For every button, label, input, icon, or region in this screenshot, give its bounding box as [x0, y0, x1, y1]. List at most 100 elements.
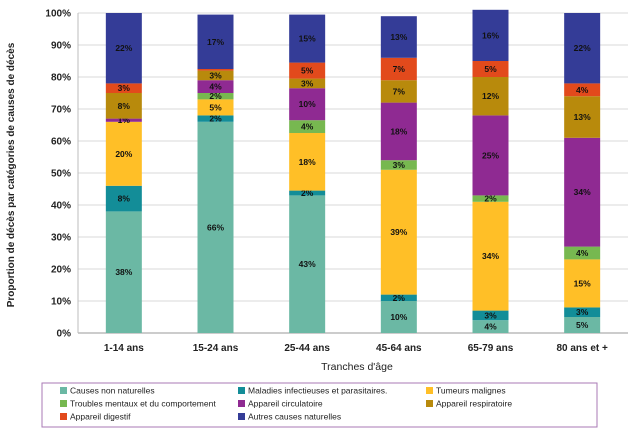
- legend-label: Appareil respiratoire: [436, 399, 512, 409]
- legend: Causes non naturelles Maladies infectieus…: [60, 386, 512, 422]
- bar-segment: [197, 115, 234, 122]
- x-tick-label: 45-64 ans: [376, 343, 422, 354]
- data-label: 22%: [574, 43, 591, 53]
- data-label: 10%: [299, 99, 316, 109]
- bar-segment: [564, 96, 601, 138]
- bar-segment: [380, 301, 417, 333]
- legend-label: Tumeurs malignes: [436, 386, 506, 396]
- data-label: 18%: [299, 157, 316, 167]
- bar-segment: [289, 14, 326, 63]
- data-label: 34%: [482, 251, 499, 261]
- bar-segment: [472, 61, 509, 77]
- data-label: 20%: [115, 149, 132, 159]
- bar-segment: [289, 62, 326, 79]
- bar-segment: [564, 83, 601, 97]
- bar-segment: [289, 195, 326, 333]
- data-label: 22%: [115, 43, 132, 53]
- x-tick-label: 15-24 ans: [193, 343, 239, 354]
- legend-label: Autres causes naturelles: [248, 412, 341, 422]
- data-label: 4%: [576, 248, 589, 258]
- legend-label: Causes non naturelles: [70, 386, 155, 396]
- y-tick-label: 30%: [51, 233, 71, 244]
- y-axis-ticks: 0% 10% 20% 30% 40% 50% 60% 70% 80% 90% 100%: [45, 9, 71, 340]
- y-tick-label: 20%: [51, 265, 71, 276]
- x-tick-label: 80 ans et +: [556, 343, 608, 354]
- data-label: 3%: [118, 83, 131, 93]
- bar-segment: [564, 246, 601, 260]
- bar-stacks: 38%8%20%1%8%3%22%66%2%5%2%4%3%17%43%2%18…: [105, 9, 601, 333]
- data-label: 3%: [209, 70, 222, 80]
- data-label: 25%: [482, 150, 499, 160]
- legend-label: Maladies infectieuses et parasitaires.: [248, 386, 387, 396]
- y-tick-label: 0%: [57, 329, 72, 340]
- data-label: 8%: [118, 101, 131, 111]
- bar-segment: [197, 93, 234, 100]
- x-tick-label: 65-79 ans: [468, 343, 514, 354]
- bar-segment: [289, 78, 326, 89]
- data-label: 17%: [207, 37, 224, 47]
- bar-segment: [197, 14, 234, 70]
- data-label: 8%: [118, 194, 131, 204]
- bar-segment: [197, 80, 234, 93]
- gridlines: [77, 12, 628, 334]
- bar-segment: [564, 13, 601, 84]
- data-label: 3%: [393, 160, 406, 170]
- data-label: 5%: [209, 102, 222, 112]
- x-tick-label: 1-14 ans: [104, 343, 144, 354]
- x-axis-title: Tranches d'âge: [321, 361, 393, 373]
- bar-segment: [380, 294, 417, 301]
- x-axis-ticks: 1-14 ans 15-24 ans 25-44 ans 45-64 ans 65-79…: [104, 343, 608, 354]
- y-tick-label: 90%: [51, 41, 71, 52]
- data-label: 15%: [574, 278, 591, 288]
- bar-segment: [105, 13, 142, 84]
- data-label: 10%: [390, 312, 407, 322]
- data-label: 16%: [482, 30, 499, 40]
- bar-segment: [472, 77, 509, 116]
- y-tick-label: 50%: [51, 169, 71, 180]
- data-label: 7%: [393, 86, 406, 96]
- legend-swatch: [60, 387, 67, 394]
- data-label: 4%: [301, 122, 314, 132]
- data-label: 34%: [574, 187, 591, 197]
- y-tick-label: 70%: [51, 105, 71, 116]
- data-label: 43%: [299, 259, 316, 269]
- legend-swatch: [60, 400, 67, 407]
- bar-segment: [380, 80, 417, 103]
- y-tick-label: 80%: [51, 73, 71, 84]
- data-label: 2%: [301, 188, 314, 198]
- data-label: 2%: [484, 194, 497, 204]
- bar-segment: [197, 69, 234, 71]
- data-label: 2%: [393, 293, 406, 303]
- y-tick-label: 10%: [51, 297, 71, 308]
- data-label: 15%: [299, 34, 316, 44]
- y-tick-label: 60%: [51, 137, 71, 148]
- data-label: 5%: [576, 320, 589, 330]
- data-label: 39%: [390, 227, 407, 237]
- bar-segment: [289, 190, 326, 196]
- data-label: 1%: [118, 115, 131, 125]
- data-label: 3%: [576, 307, 589, 317]
- data-label: 3%: [301, 78, 314, 88]
- bar-segment: [472, 201, 509, 311]
- bar-segment: [564, 307, 601, 317]
- legend-label: Appareil circulatoire: [248, 399, 323, 409]
- legend-label: Troubles mentaux et du comportement: [70, 399, 216, 409]
- bar-segment: [197, 99, 234, 116]
- data-label: 3%: [484, 310, 497, 320]
- legend-swatch: [426, 387, 433, 394]
- y-tick-label: 40%: [51, 201, 71, 212]
- bar-segment: [472, 9, 509, 62]
- bar-segment: [472, 195, 509, 202]
- bar-segment: [472, 320, 509, 333]
- bar-segment: [289, 120, 326, 133]
- bar-segment: [564, 317, 601, 333]
- data-label: 7%: [393, 64, 406, 74]
- data-label: 12%: [482, 91, 499, 101]
- x-tick-label: 25-44 ans: [284, 343, 330, 354]
- data-label: 13%: [390, 32, 407, 42]
- legend-swatch: [238, 387, 245, 394]
- bar-segment: [105, 211, 142, 333]
- legend-swatch: [426, 400, 433, 407]
- data-label: 2%: [209, 91, 222, 101]
